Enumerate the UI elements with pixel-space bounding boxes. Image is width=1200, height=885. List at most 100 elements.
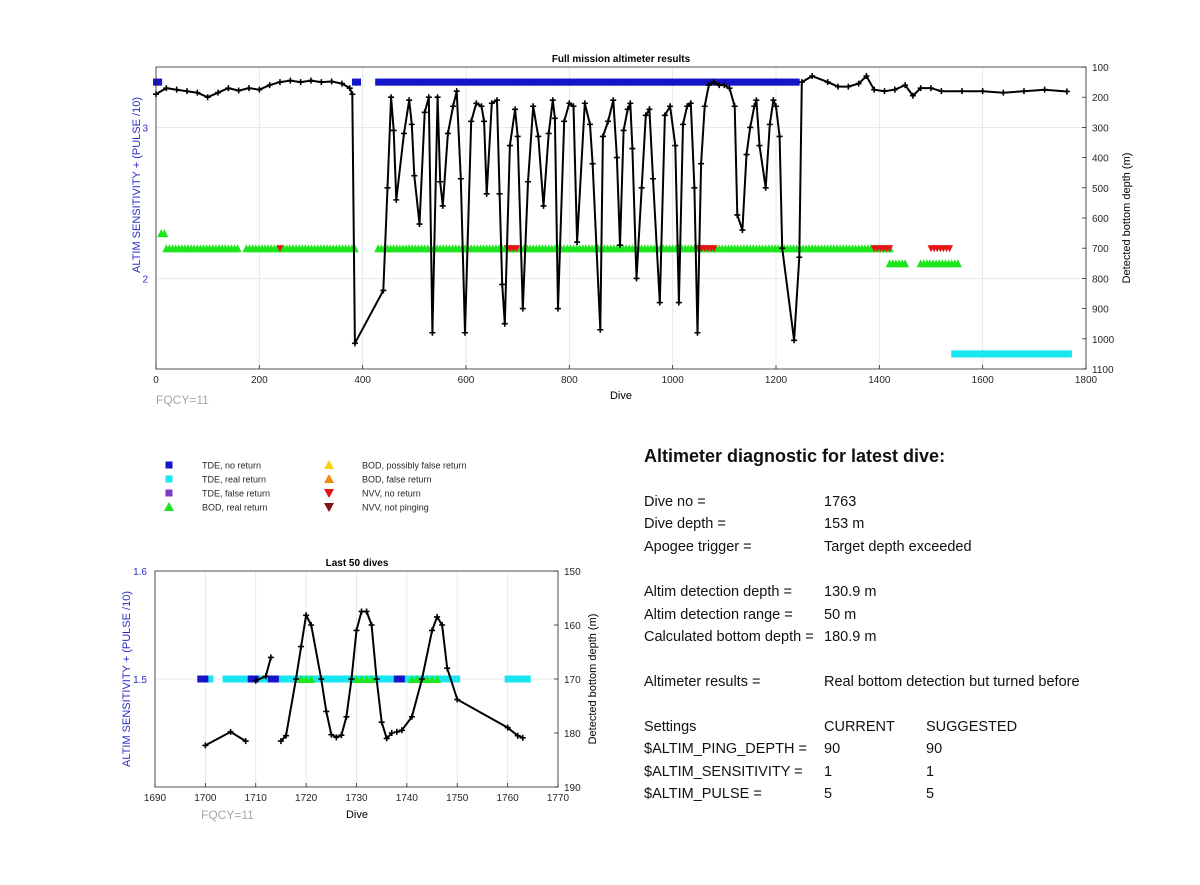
- marker-square: [237, 675, 244, 683]
- depth-point: [798, 79, 805, 86]
- marker-triangle-up: [901, 259, 910, 268]
- marker-square: [489, 78, 496, 86]
- top-chart-x-ticks: 0 200 400 600 800 1000 1200 1400 1600 1800: [153, 365, 1098, 386]
- depth-point: [346, 85, 353, 92]
- depth-point: [629, 145, 636, 152]
- suggested-header: SUGGESTED: [926, 719, 1018, 735]
- marker-square: [197, 675, 204, 683]
- y-right-tick-label: 100: [1092, 63, 1109, 74]
- top-chart-y-left-ticks: 23: [142, 123, 148, 285]
- depth-point: [687, 100, 694, 107]
- legend-label: BOD, possibly false return: [362, 461, 467, 471]
- marker-square: [517, 78, 524, 86]
- marker-triangle-up: [302, 675, 311, 683]
- depth-point: [318, 676, 325, 682]
- depth-point: [501, 320, 508, 327]
- apogee-label: Apogee trigger =: [644, 539, 752, 555]
- marker-square: [440, 78, 447, 86]
- marker-square: [607, 78, 614, 86]
- y-right-tick-label: 150: [564, 567, 581, 578]
- marker-square: [660, 78, 667, 86]
- depth-point: [684, 103, 691, 110]
- marker-square: [567, 78, 574, 86]
- depth-point: [691, 184, 698, 191]
- x-tick-label: 1600: [972, 375, 995, 386]
- depth-point: [791, 337, 798, 344]
- marker-triangle-down: [710, 245, 718, 253]
- marker-square: [1041, 350, 1048, 358]
- x-tick-label: 1750: [446, 793, 469, 804]
- full-mission-chart: 0 200 400 600 800 1000 1200 1400 1600 1800 23 100…: [131, 54, 1133, 407]
- depth-point: [773, 103, 779, 110]
- depth-point: [494, 97, 500, 104]
- marker-square: [439, 675, 446, 683]
- marker-square: [551, 78, 558, 86]
- marker-square: [623, 78, 630, 86]
- depth-point: [478, 103, 485, 110]
- marker-square: [381, 78, 388, 86]
- marker-square: [582, 78, 589, 86]
- marker-square: [775, 78, 782, 86]
- marker-triangle-up: [362, 675, 371, 683]
- marker-square: [461, 78, 468, 86]
- depth-point: [661, 112, 668, 119]
- depth-point: [835, 83, 841, 90]
- depth-point: [1000, 89, 1007, 96]
- bottom-chart-fqcy: FQCY=11: [201, 808, 254, 822]
- detection-depth-label: Altim detection depth =: [644, 584, 792, 600]
- marker-square: [387, 78, 394, 86]
- depth-point: [845, 83, 852, 90]
- detection-range-label: Altim detection range =: [644, 607, 793, 623]
- marker-square: [496, 78, 503, 86]
- y-right-tick-label: 400: [1092, 154, 1109, 165]
- legend-label: NVV, not pinging: [362, 503, 429, 513]
- marker-square: [719, 78, 726, 86]
- depth-point: [453, 88, 460, 95]
- marker-square: [156, 78, 163, 86]
- depth-point: [266, 82, 273, 89]
- depth-series-line: [396, 614, 524, 739]
- legend-label: TDE, real return: [202, 475, 266, 485]
- marker-triangle-up: [428, 675, 437, 683]
- depth-point: [909, 92, 916, 99]
- marker-square: [465, 78, 472, 86]
- y-left-tick-label: 1.5: [133, 675, 147, 686]
- depth-point: [262, 673, 269, 680]
- marker-square: [504, 675, 511, 683]
- depth-point: [444, 665, 451, 672]
- depth-point: [293, 676, 300, 682]
- depth-point: [163, 85, 170, 92]
- marker-square: [542, 78, 549, 86]
- depth-point: [624, 106, 631, 113]
- depth-point: [581, 100, 588, 107]
- marker-square: [390, 78, 397, 86]
- depth-point: [514, 732, 521, 739]
- marker-square: [564, 78, 571, 86]
- depth-point: [256, 86, 263, 93]
- depth-point: [411, 172, 418, 179]
- marker-square: [520, 78, 527, 86]
- x-tick-label: 1730: [345, 793, 368, 804]
- marker-square: [375, 78, 382, 86]
- marker-square: [706, 78, 713, 86]
- marker-square: [985, 350, 992, 358]
- depth-point: [408, 121, 415, 128]
- setting-current: 90: [824, 741, 841, 757]
- x-tick-label: 1200: [765, 375, 788, 386]
- marker-square: [604, 78, 611, 86]
- depth-point: [1041, 86, 1048, 93]
- depth-point: [267, 654, 274, 661]
- bottom-chart-y-left-ticks: 1.6 1.5: [133, 567, 147, 686]
- marker-square: [548, 78, 555, 86]
- marker-square: [669, 78, 676, 86]
- marker-triangle-up: [307, 675, 316, 683]
- setting-suggested: 90: [926, 741, 943, 757]
- depth-point: [938, 88, 945, 95]
- depth-point: [726, 85, 733, 92]
- marker-square: [272, 675, 279, 683]
- bottom-chart-depth-line: [202, 608, 526, 749]
- depth-point: [437, 178, 444, 185]
- x-tick-label: 1710: [245, 793, 268, 804]
- depth-point: [770, 97, 777, 104]
- depth-point: [184, 88, 190, 95]
